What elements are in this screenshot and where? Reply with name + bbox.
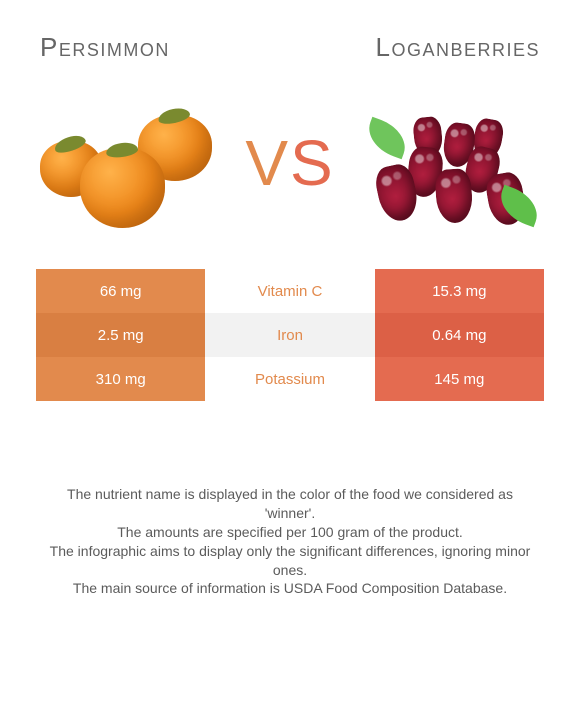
- nutrient-label: Potassium: [205, 357, 374, 401]
- persimmon-illustration: [40, 93, 210, 233]
- title-right: Loganberries: [376, 32, 541, 63]
- title-left: Persimmon: [40, 32, 170, 63]
- nutrient-row: 2.5 mgIron0.64 mg: [36, 313, 544, 357]
- loganberries-illustration: [370, 93, 540, 233]
- infographic-container: Persimmon Loganberries VS: [0, 0, 580, 598]
- nutrient-left-value: 2.5 mg: [36, 313, 205, 357]
- vs-v: V: [245, 127, 290, 199]
- nutrient-row: 66 mgVitamin C15.3 mg: [36, 269, 544, 313]
- hero-row: VS: [36, 93, 544, 233]
- footnotes: The nutrient name is displayed in the co…: [36, 485, 544, 598]
- nutrient-table: 66 mgVitamin C15.3 mg2.5 mgIron0.64 mg31…: [36, 269, 544, 401]
- nutrient-right-value: 145 mg: [375, 357, 544, 401]
- footnote-line: The main source of information is USDA F…: [40, 579, 540, 598]
- title-row: Persimmon Loganberries: [36, 32, 544, 63]
- footnote-line: The nutrient name is displayed in the co…: [40, 485, 540, 523]
- nutrient-row: 310 mgPotassium145 mg: [36, 357, 544, 401]
- nutrient-label: Iron: [205, 313, 374, 357]
- nutrient-right-value: 0.64 mg: [375, 313, 544, 357]
- nutrient-label: Vitamin C: [205, 269, 374, 313]
- nutrient-left-value: 66 mg: [36, 269, 205, 313]
- footnote-line: The amounts are specified per 100 gram o…: [40, 523, 540, 542]
- persimmon-image: [40, 93, 210, 233]
- vs-s: S: [290, 127, 335, 199]
- loganberries-image: [370, 93, 540, 233]
- nutrient-left-value: 310 mg: [36, 357, 205, 401]
- nutrient-right-value: 15.3 mg: [375, 269, 544, 313]
- footnote-line: The infographic aims to display only the…: [40, 542, 540, 580]
- vs-label: VS: [245, 126, 334, 200]
